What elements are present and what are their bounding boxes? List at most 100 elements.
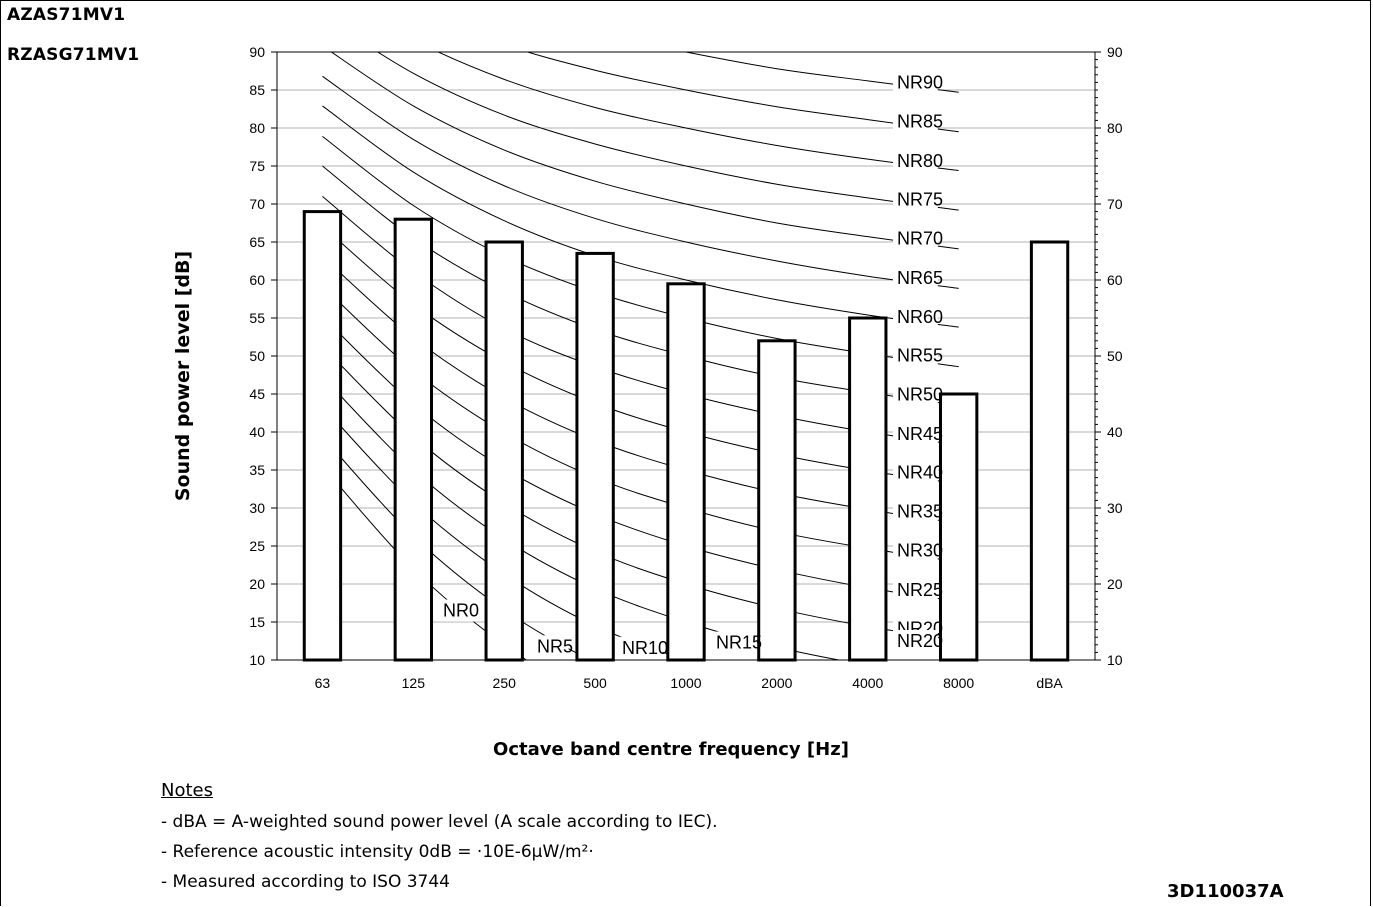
y-tick-label: 80 bbox=[249, 120, 265, 136]
y-tick-label: 20 bbox=[249, 576, 265, 592]
y-tick-label: 75 bbox=[249, 158, 265, 174]
right-y-tick-label: 20 bbox=[1107, 576, 1123, 592]
y-tick-label: 60 bbox=[249, 272, 265, 288]
model-name-1: AZAS71MV1 bbox=[7, 5, 126, 25]
nr-curve-label: NR30 bbox=[897, 540, 943, 560]
nr-curve-label: NR60 bbox=[897, 307, 943, 327]
nr-curve-nr90 bbox=[683, 52, 959, 93]
bar-dBA bbox=[1029, 240, 1070, 662]
x-tick-label: 1000 bbox=[670, 675, 701, 691]
nr-curve-label: NR75 bbox=[897, 190, 943, 210]
note-item: - Measured according to ISO 3744 bbox=[161, 872, 450, 892]
bar-63 bbox=[302, 210, 343, 662]
y-tick-label: 50 bbox=[249, 348, 265, 364]
nr-curve-label: NR80 bbox=[897, 151, 943, 171]
nr-label-bg bbox=[712, 631, 757, 654]
x-tick-label: 125 bbox=[402, 675, 426, 691]
nr-curve-label: NR35 bbox=[897, 502, 943, 522]
note-item: - Reference acoustic intensity 0dB = ·10… bbox=[161, 842, 594, 862]
nr-label-bg bbox=[893, 149, 938, 172]
y-tick-label: 65 bbox=[249, 234, 265, 250]
bar-250 bbox=[484, 240, 524, 662]
bar-500 bbox=[575, 251, 615, 662]
right-y-tick-label: 60 bbox=[1107, 272, 1123, 288]
y-tick-label: 15 bbox=[249, 614, 265, 630]
nr-label-bg bbox=[893, 539, 938, 562]
model-name-2: RZASG71MV1 bbox=[7, 45, 140, 65]
x-tick-label: 63 bbox=[315, 675, 331, 691]
nr-curve-label: NR50 bbox=[897, 384, 943, 404]
nr-label-bg bbox=[893, 110, 938, 133]
x-tick-label: 4000 bbox=[852, 675, 883, 691]
right-y-tick-label: 30 bbox=[1107, 500, 1123, 516]
y-tick-label: 85 bbox=[249, 82, 265, 98]
bar-2000 bbox=[757, 339, 797, 662]
bar-8000 bbox=[938, 392, 979, 662]
nr-curve-label: NR65 bbox=[897, 268, 943, 288]
nr-label-bg bbox=[893, 188, 938, 211]
nr-curve-nr75 bbox=[376, 52, 959, 211]
notes-heading: Notes bbox=[161, 780, 213, 801]
nr-curve-label: NR25 bbox=[897, 580, 943, 600]
nr-curve-labels: NR20 NR25 NR30 NR35 NR40 NR45 NR50 NR55 NR60 NR65… bbox=[439, 71, 943, 659]
nr-curve-label: NR0 bbox=[443, 601, 479, 621]
nr-curve-nr85 bbox=[525, 52, 959, 133]
nr-label-bg bbox=[618, 636, 663, 659]
y-tick-label: 90 bbox=[249, 44, 265, 60]
right-y-tick-label: 10 bbox=[1107, 652, 1123, 668]
nr-label-bg bbox=[893, 578, 938, 601]
nr-curve-nr65 bbox=[322, 75, 959, 289]
y-axis-title: Sound power level [dB] bbox=[172, 251, 194, 501]
nr-curve-label: NR45 bbox=[897, 424, 943, 444]
tick-labels: 10 15 20 25 30 35 40 45 50 55 60 65 70 75 80 85 90 10 20 30… bbox=[249, 44, 1122, 691]
nr-label-bg bbox=[893, 71, 938, 94]
nr-label-bg bbox=[893, 227, 938, 250]
nr-curve-label: NR5 bbox=[537, 636, 573, 656]
x-tick-label: 250 bbox=[493, 675, 517, 691]
nr-curve-label: NR40 bbox=[897, 463, 943, 483]
y-tick-label: 70 bbox=[249, 196, 265, 212]
x-tick-label: 500 bbox=[583, 675, 607, 691]
x-tick-label: dBA bbox=[1036, 675, 1063, 691]
right-y-tick-label: 50 bbox=[1107, 348, 1123, 364]
nr-label-bg bbox=[893, 383, 938, 406]
x-tick-label: 8000 bbox=[943, 675, 974, 691]
bar-125 bbox=[393, 217, 434, 662]
y-tick-label: 10 bbox=[249, 652, 265, 668]
right-y-tick-label: 70 bbox=[1107, 196, 1123, 212]
nr-curve-label: NR70 bbox=[897, 229, 943, 249]
right-y-tick-label: 40 bbox=[1107, 424, 1123, 440]
x-axis-title: Octave band centre frequency [Hz] bbox=[493, 739, 849, 760]
y-tick-label: 25 bbox=[249, 538, 265, 554]
document-code: 3D110037A bbox=[1167, 881, 1284, 902]
nr-curve-label: NR15 bbox=[716, 633, 762, 653]
bar-1000 bbox=[666, 282, 706, 662]
nr-curve-nr60 bbox=[322, 105, 959, 328]
nr-label-bg bbox=[893, 344, 938, 367]
nr-label-bg bbox=[893, 422, 938, 445]
right-y-tick-label: 80 bbox=[1107, 120, 1123, 136]
bar-4000 bbox=[848, 316, 888, 662]
nr-curve-label: NR90 bbox=[897, 73, 943, 93]
nr-label-bg bbox=[893, 630, 938, 652]
note-item: - dBA = A-weighted sound power level (A … bbox=[161, 812, 718, 832]
y-tick-label: 35 bbox=[249, 462, 265, 478]
nr-label-bg bbox=[893, 461, 938, 484]
y-tick-label: 45 bbox=[249, 386, 265, 402]
nr-curve-nr80 bbox=[437, 52, 959, 172]
nr-label-bg bbox=[439, 599, 475, 622]
nr-curve-label: NR10 bbox=[622, 638, 668, 658]
y-tick-label: 40 bbox=[249, 424, 265, 440]
nr-label-bg bbox=[893, 500, 938, 523]
nr-curve-nr70 bbox=[330, 52, 959, 250]
nr-curve-label: NR85 bbox=[897, 111, 943, 131]
right-y-tick-label: 90 bbox=[1107, 44, 1123, 60]
nr-label-bg bbox=[893, 267, 938, 290]
y-tick-label: 30 bbox=[249, 500, 265, 516]
x-tick-label: 2000 bbox=[761, 675, 792, 691]
nr-curve-label: NR20 bbox=[897, 631, 943, 651]
nr-curve-label: NR55 bbox=[897, 346, 943, 366]
y-tick-label: 55 bbox=[249, 310, 265, 326]
